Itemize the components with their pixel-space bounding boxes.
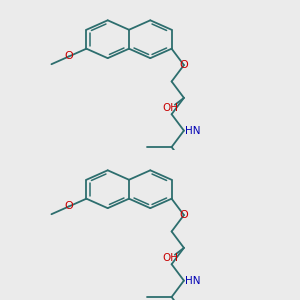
Text: HN: HN	[185, 126, 201, 136]
Text: O: O	[64, 202, 73, 212]
Text: O: O	[179, 60, 188, 70]
Text: OH: OH	[162, 253, 178, 263]
Text: OH: OH	[162, 103, 178, 113]
Text: HN: HN	[185, 276, 201, 286]
Text: O: O	[64, 52, 73, 61]
Text: O: O	[179, 210, 188, 220]
